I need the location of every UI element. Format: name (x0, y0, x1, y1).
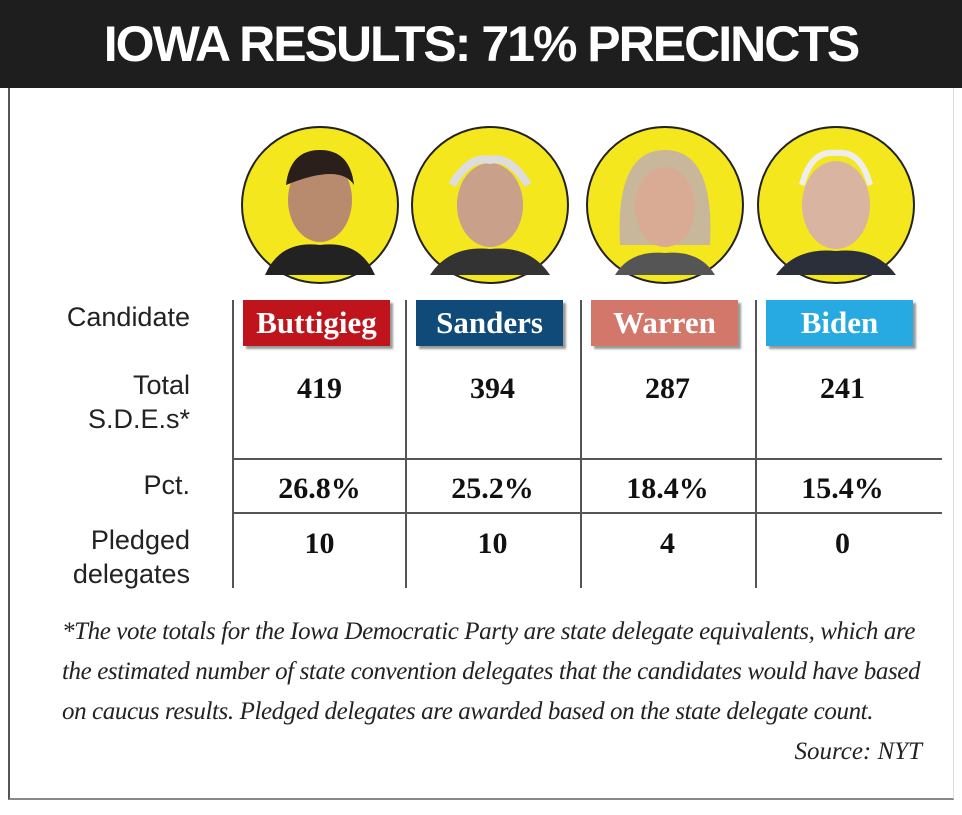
source: Source: NYT (794, 732, 922, 772)
cell: 0 (755, 527, 930, 561)
candidate-name: Warren (591, 300, 738, 346)
cell: 4 (580, 527, 755, 561)
row-divider (232, 512, 942, 514)
cell: 15.4% (755, 472, 930, 506)
cell: 419 (232, 372, 407, 406)
candidate-name: Sanders (416, 300, 563, 346)
row-divider (232, 458, 942, 460)
cell: 394 (405, 372, 580, 406)
title: IOWA RESULTS: 71% PRECINCTS COUNTED (0, 0, 962, 88)
column-divider (405, 300, 407, 588)
candidate-name: Biden (766, 300, 913, 346)
column-divider (755, 300, 757, 588)
column-divider (580, 300, 582, 588)
cell: 26.8% (232, 472, 407, 506)
portraits (230, 120, 950, 290)
header-label: Candidate (40, 300, 190, 334)
footnote: *The vote totals for the Iowa Democratic… (62, 612, 932, 732)
cell: 10 (405, 527, 580, 561)
cell: 18.4% (580, 472, 755, 506)
infographic: IOWA RESULTS: 71% PRECINCTS COUNTED Cand… (0, 0, 962, 815)
cell: 10 (232, 527, 407, 561)
portrait (587, 127, 743, 283)
portrait (758, 127, 914, 283)
cell: 25.2% (405, 472, 580, 506)
row-label: Total S.D.E.s* (60, 368, 190, 436)
candidate-name: Buttigieg (243, 300, 390, 346)
column-divider (232, 300, 234, 588)
cell: 241 (755, 372, 930, 406)
portrait (412, 127, 568, 283)
portrait (242, 127, 398, 283)
row-label: Pct. (0, 468, 190, 502)
row-label: Pledged delegates (40, 523, 190, 591)
cell: 287 (580, 372, 755, 406)
